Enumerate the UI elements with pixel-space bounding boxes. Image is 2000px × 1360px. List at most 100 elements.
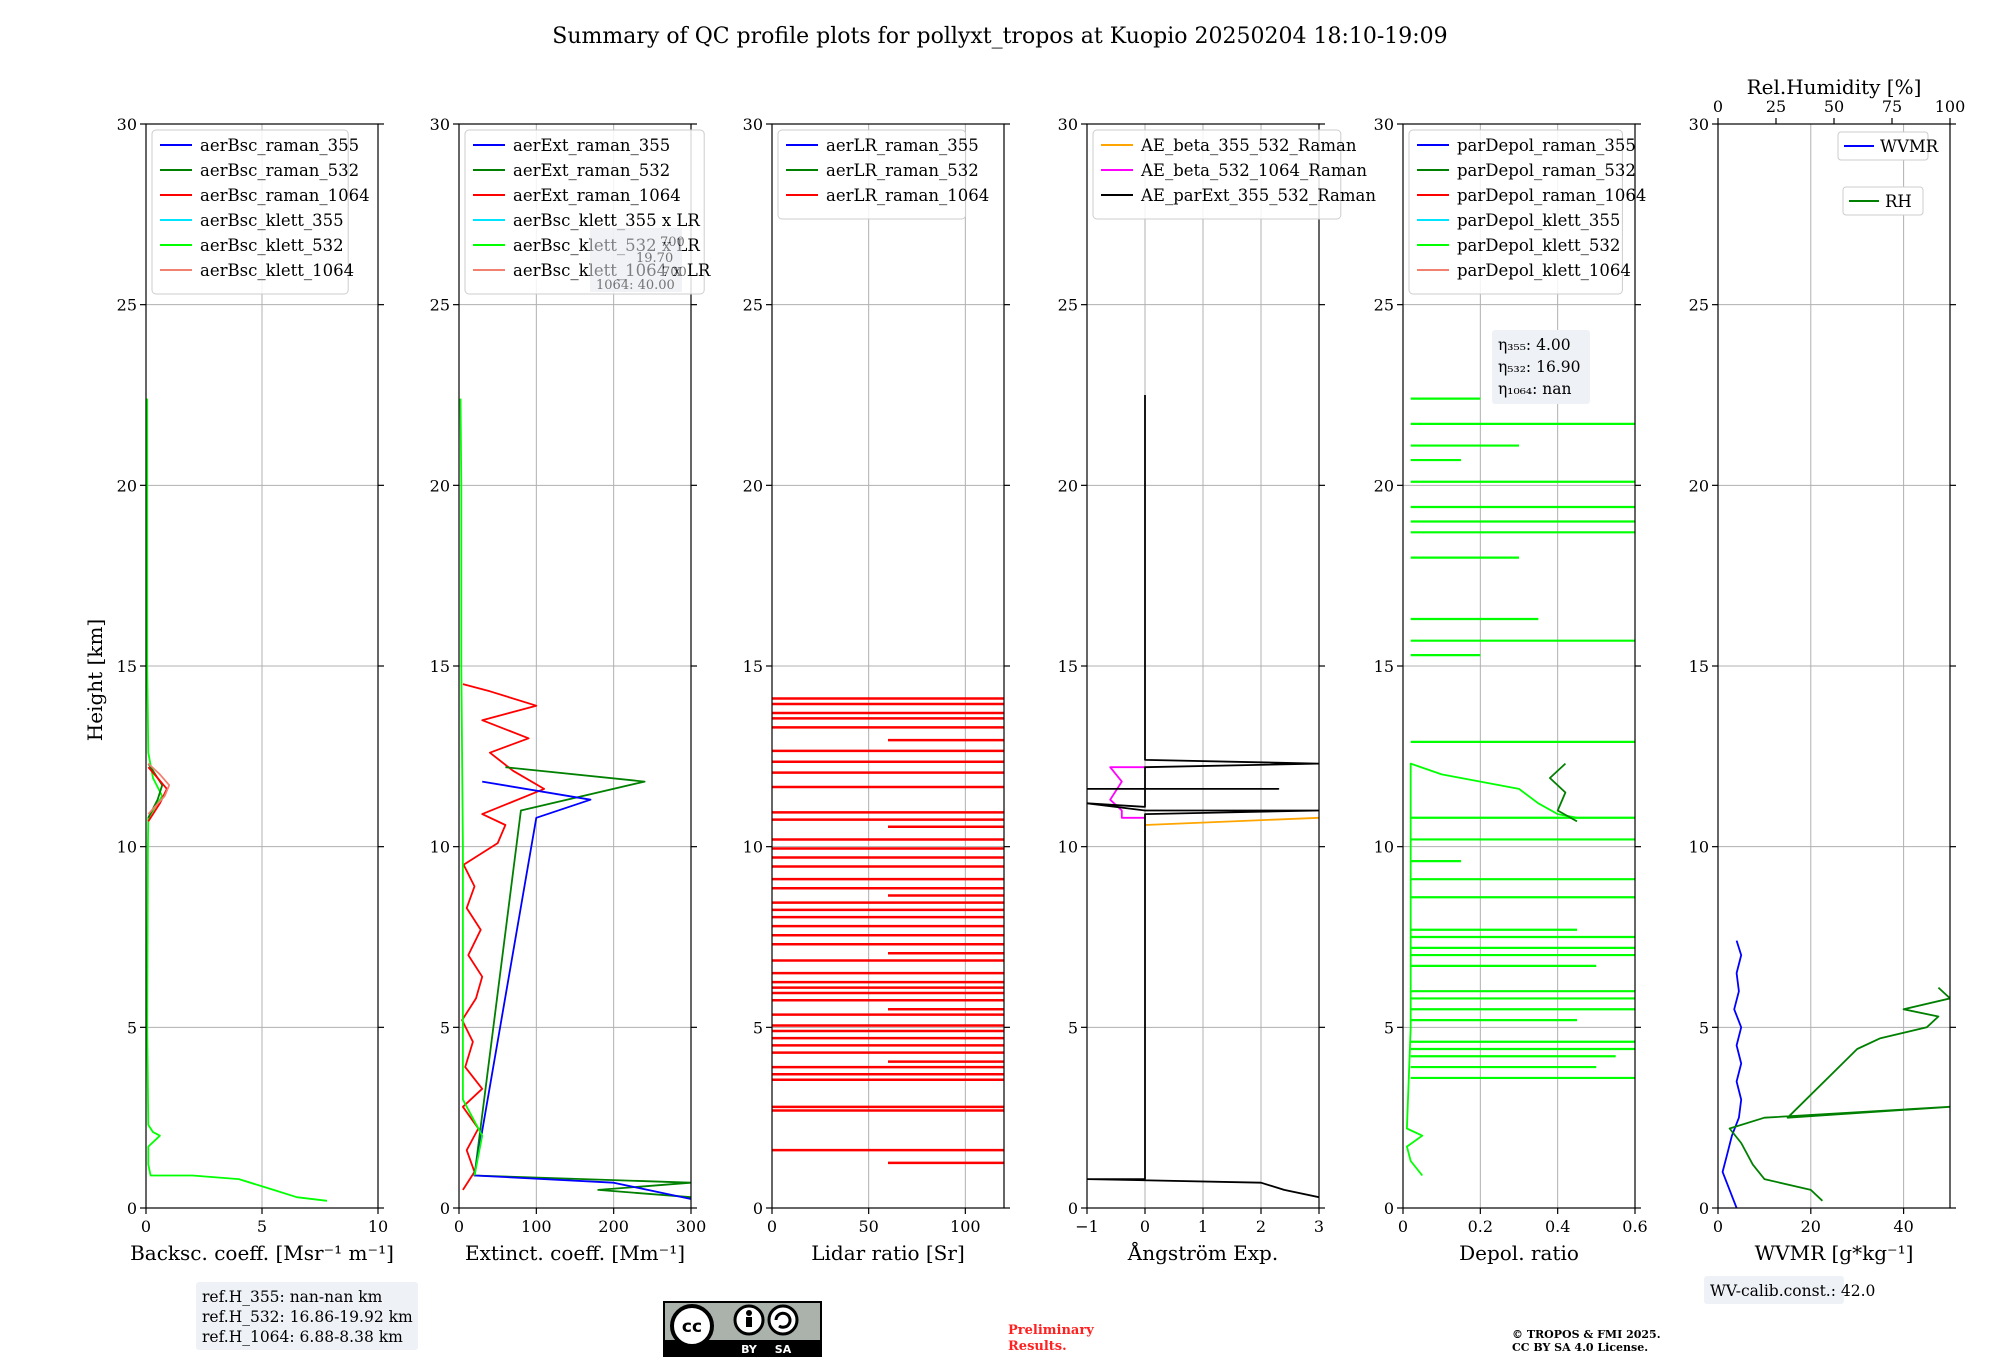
series-line-ae-beta-355-532-raman: [1144, 816, 1319, 826]
legend-label: aerExt_raman_355: [513, 136, 670, 155]
top-x-tick-label: 25: [1766, 97, 1786, 116]
x-tick-label: 0: [141, 1217, 151, 1236]
y-tick-label: 10: [1374, 838, 1394, 857]
x-tick-label: 300: [676, 1217, 707, 1236]
y-tick-label: 0: [1384, 1199, 1394, 1218]
y-tick-label: 20: [1058, 476, 1078, 495]
copyright-line-1: © TROPOS & FMI 2025.: [1512, 1328, 1661, 1341]
x-tick-label: 3: [1314, 1217, 1324, 1236]
legend-label: AE_beta_355_532_Raman: [1140, 136, 1357, 155]
legend-label: aerExt_raman_532: [513, 161, 670, 180]
y-tick-label: 20: [743, 476, 763, 495]
y-tick-label: 20: [1374, 476, 1394, 495]
eta-355: η₃₅₅: 4.00: [1498, 336, 1571, 354]
y-tick-label: 5: [1068, 1018, 1078, 1037]
y-tick-label: 10: [1689, 838, 1709, 857]
y-tick-label: 10: [430, 838, 450, 857]
x-tick-label: 0: [1140, 1217, 1150, 1236]
legend-label: parDepol_raman_1064: [1457, 186, 1646, 205]
x-tick-label: 20: [1801, 1217, 1821, 1236]
legend-label: aerLR_raman_1064: [826, 186, 989, 205]
legend-item-rh: RH: [1842, 186, 1924, 216]
series-line-pardepol-klett-532: [1406, 762, 1578, 1177]
legend-label: aerBsc_klett_355 x LR: [513, 211, 700, 230]
x-axis-label: Backsc. coeff. [Msr⁻¹ m⁻¹]: [130, 1241, 394, 1265]
legend-label: aerExt_raman_1064: [513, 186, 681, 205]
legend-label: WVMR: [1880, 137, 1939, 156]
series-line-aerext-raman-1064: [461, 683, 545, 1191]
eta-1064: η₁₀₆₄: nan: [1498, 380, 1572, 398]
x-tick-label: 2: [1256, 1217, 1266, 1236]
y-tick-label: 15: [743, 657, 763, 676]
x-axis-label: Lidar ratio [Sr]: [811, 1241, 965, 1265]
y-tick-label: 30: [117, 115, 137, 134]
x-tick-label: 0.2: [1468, 1217, 1493, 1236]
top-x-tick-label: 100: [1935, 97, 1966, 116]
x-tick-label: 10: [368, 1217, 388, 1236]
y-tick-label: 5: [127, 1018, 137, 1037]
x-axis-label: Ångström Exp.: [1127, 1240, 1278, 1265]
y-tick-label: 25: [743, 296, 763, 315]
series-group: [459, 398, 691, 1200]
top-x-axis-label: Rel.Humidity [%]: [1747, 75, 1922, 99]
x-tick-label: 0: [767, 1217, 777, 1236]
x-tick-label: 0: [1713, 1217, 1723, 1236]
y-tick-label: 30: [1058, 115, 1078, 134]
x-axis-label: Extinct. coeff. [Mm⁻¹]: [465, 1241, 685, 1265]
x-tick-label: 5: [257, 1217, 267, 1236]
x-axis-label: WVMR [g*kg⁻¹]: [1755, 1241, 1914, 1265]
preliminary-line-1: Preliminary: [1008, 1323, 1094, 1338]
y-tick-label: 5: [753, 1018, 763, 1037]
x-tick-label: 200: [598, 1217, 629, 1236]
legend-label: aerBsc_klett_1064: [200, 261, 354, 280]
series-line-aerbsc-klett-532-x-lr: [459, 398, 484, 1176]
series-line-ae-beta-532-1064-raman: [1109, 766, 1145, 819]
legend-label: parDepol_klett_1064: [1457, 261, 1631, 280]
y-tick-label: 0: [440, 1199, 450, 1218]
eta-box: η₃₅₅: 4.00 η₅₃₂: 16.90 η₁₀₆₄: nan: [1492, 330, 1590, 404]
cc-icon: [670, 1304, 714, 1348]
y-tick-label: 15: [430, 657, 450, 676]
sa-icon: [767, 1304, 799, 1336]
y-tick-label: 0: [753, 1199, 763, 1218]
legend-label: parDepol_raman_532: [1457, 161, 1636, 180]
y-tick-label: 30: [430, 115, 450, 134]
y-tick-label: 0: [1699, 1199, 1709, 1218]
y-axis-label: Height [km]: [83, 619, 107, 741]
by-text: BY: [741, 1343, 758, 1356]
y-tick-label: 30: [743, 115, 763, 134]
legend-item-wvmr: WVMR: [1837, 131, 1939, 161]
legend-label: aerBsc_raman_355: [200, 136, 359, 155]
legend-box: [1092, 129, 1342, 220]
ext-lr-note-2: 19.70: [636, 251, 673, 266]
x-tick-label: 100: [521, 1217, 552, 1236]
legend-label: aerBsc_raman_1064: [200, 186, 370, 205]
top-x-tick-label: 75: [1882, 97, 1902, 116]
legend: AE_beta_355_532_Raman AE_beta_532_1064_Ra…: [1092, 129, 1376, 220]
y-tick-label: 30: [1374, 115, 1394, 134]
series-line-aerext-raman-355: [473, 780, 691, 1200]
y-tick-label: 10: [743, 838, 763, 857]
wv-calib-box: WV-calib.const.: 42.0: [1704, 1276, 1875, 1304]
x-tick-label: 0: [1398, 1217, 1408, 1236]
y-tick-label: 0: [127, 1199, 137, 1218]
x-tick-label: 40: [1893, 1217, 1913, 1236]
series-line-aerbsc-klett-532: [146, 398, 328, 1202]
y-tick-label: 25: [1058, 296, 1078, 315]
depol-panel: 0 5 10 15 20 25 30 0 0.2 0.4 0.6 Depol. ratio parDep…: [1374, 115, 1648, 1265]
ref-height-box: ref.H_355: nan-nan km ref.H_532: 16.86-1…: [196, 1282, 418, 1350]
series-line-aerbsc-raman-532: [147, 763, 164, 819]
ext-lr-note-4: 1064: 40.00: [596, 278, 675, 293]
series-group: [772, 697, 1004, 1165]
y-tick-label: 5: [440, 1018, 450, 1037]
eta-532: η₅₃₂: 16.90: [1498, 358, 1580, 376]
ref-height-355: ref.H_355: nan-nan km: [202, 1288, 383, 1306]
series-line-ae-parext-355-532-raman: [1087, 395, 1319, 1199]
legend-label: AE_beta_532_1064_Raman: [1140, 161, 1367, 180]
legend-label: aerBsc_klett_532: [200, 236, 344, 255]
series-group: [146, 398, 328, 1202]
legend-label: parDepol_klett_355: [1457, 211, 1620, 230]
